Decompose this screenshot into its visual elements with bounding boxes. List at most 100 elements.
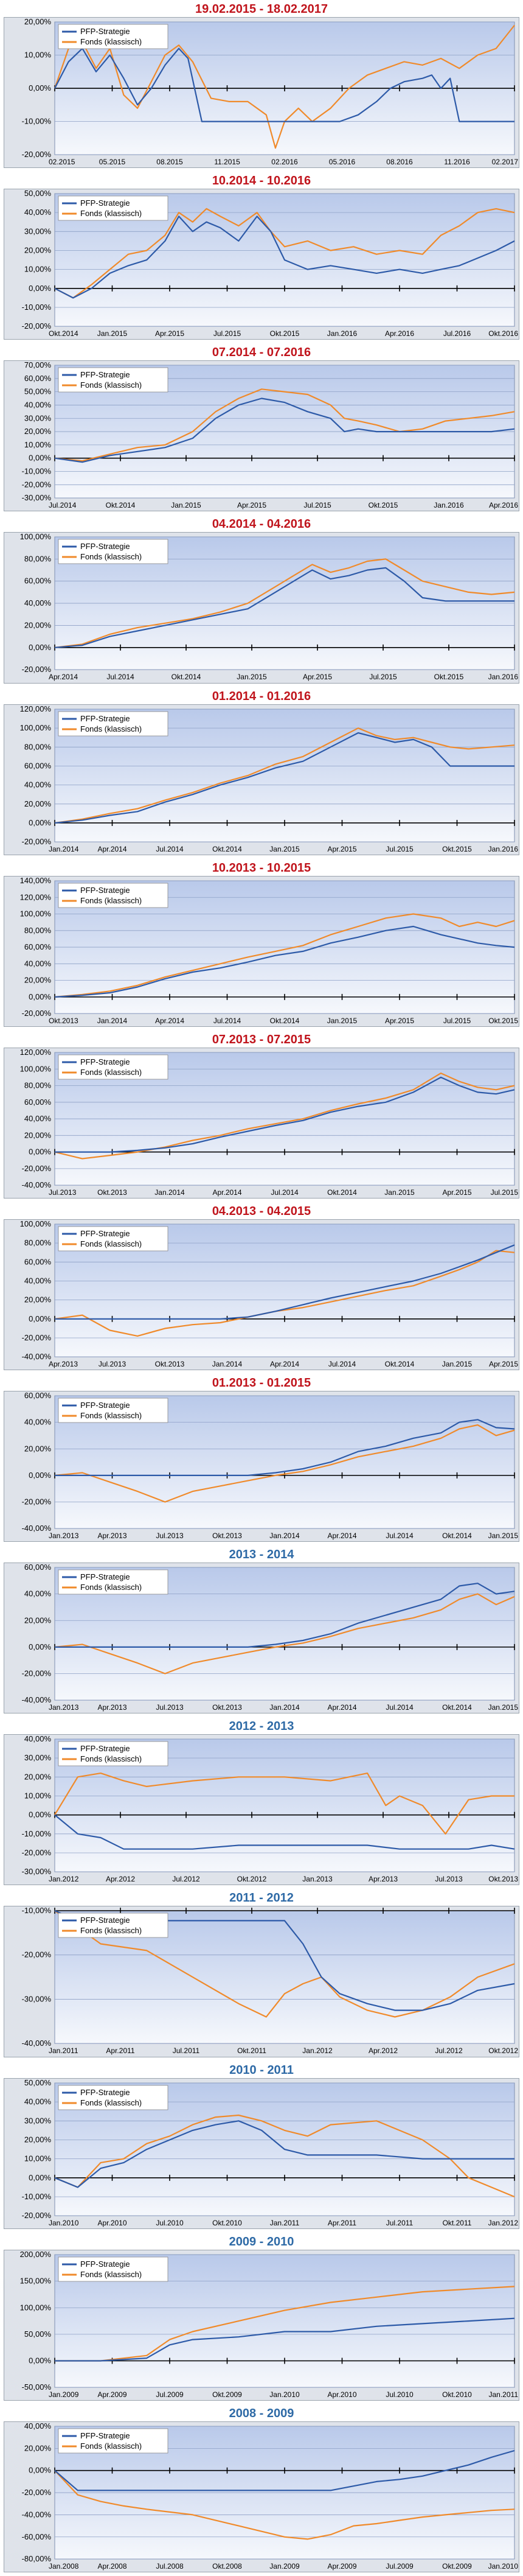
chart-svg: 100,00% 80,00% 60,00% 40,00% 20,00% 0,00% -20,… xyxy=(20,532,519,682)
x-tick-label: 08.2016 xyxy=(386,158,413,166)
x-tick-label: Jan.2015 xyxy=(237,673,267,682)
y-tick-label: 0,00% xyxy=(29,2466,51,2475)
legend-box xyxy=(58,1054,168,1080)
chart-block: 2011 - 2012 -10,00% -20,00% -30,00% -40,00% J… xyxy=(0,1889,523,2060)
y-tick-label: -20,00% xyxy=(22,480,52,489)
y-tick-label: -40,00% xyxy=(22,1180,52,1189)
chart-svg: 70,00% 60,00% 50,00% 40,00% 30,00% 20,00% 10,0… xyxy=(22,360,519,509)
series-line-pfp-strategie xyxy=(54,732,514,824)
x-tick-label: Jul.2015 xyxy=(303,501,331,509)
x-tick-label: Jan.2014 xyxy=(49,845,79,853)
y-tick-label: 20,00% xyxy=(24,621,52,630)
y-tick-label: 100,00% xyxy=(20,723,52,732)
y-tick-label: -40,00% xyxy=(22,2510,52,2519)
x-tick-label: Jan.2015 xyxy=(97,329,128,338)
chart-title: 2012 - 2013 xyxy=(229,1720,294,1734)
legend-box xyxy=(58,2085,168,2110)
x-tick-label: 02.2016 xyxy=(271,158,298,166)
x-tick-label: Jan.2013 xyxy=(49,1531,79,1540)
x-tick-label: Apr.2013 xyxy=(97,1703,126,1712)
y-tick-label: -40,00% xyxy=(22,2039,52,2048)
x-tick-label: Apr.2015 xyxy=(442,1188,471,1197)
y-tick-label: 0,00% xyxy=(29,1810,51,1819)
x-tick-label: 11.2015 xyxy=(214,158,240,166)
x-tick-label: Apr.2011 xyxy=(106,2047,134,2056)
chart-title: 01.2013 - 01.2015 xyxy=(212,1376,311,1390)
y-tick-label: 0,00% xyxy=(29,2172,51,2182)
x-tick-label: 02.2017 xyxy=(492,158,519,166)
legend-box xyxy=(58,2428,168,2454)
series-line-fonds xyxy=(54,1424,515,1503)
chart-block: 04.2014 - 04.2016 100,00% 80,00% 60,00% 40,0… xyxy=(0,515,523,687)
chart-panel: 40,00% 30,00% 20,00% 10,00% 0,00% -10,00% -20,… xyxy=(4,1734,519,1886)
y-tick-label: 0,00% xyxy=(29,83,51,93)
x-tick-label: Okt.2013 xyxy=(212,1703,242,1712)
chart-panel: 40,00% 20,00% 0,00% -20,00% -40,00% -60,00% -8… xyxy=(4,2421,519,2572)
x-tick-label: Jul.2014 xyxy=(386,1531,414,1540)
y-tick-label: -20,00% xyxy=(22,1950,52,1959)
x-tick-label: Okt.2014 xyxy=(270,1017,300,1025)
x-tick-label: Okt.2010 xyxy=(442,2390,472,2399)
legend-box xyxy=(58,1913,168,1938)
chart-block: 2012 - 2013 40,00% 30,00% 20,00% 10,00% 0,00%… xyxy=(0,1717,523,1889)
chart-title: 07.2014 - 07.2016 xyxy=(212,346,311,360)
x-tick-label: Okt.2014 xyxy=(442,1703,472,1712)
legend-label-fonds: Fonds (klassisch) xyxy=(80,896,142,905)
y-tick-label: 120,00% xyxy=(20,892,52,901)
x-tick-label: 11.2016 xyxy=(444,158,470,166)
x-tick-label: Jan.2015 xyxy=(488,1531,519,1540)
x-tick-label: Jul.2016 xyxy=(443,329,471,338)
y-tick-label: -50,00% xyxy=(22,2382,52,2392)
chart-panel: 100,00% 80,00% 60,00% 40,00% 20,00% 0,00% -20,… xyxy=(4,1219,519,1371)
x-tick-label: Jul.2014 xyxy=(156,845,184,853)
chart-block: 10.2014 - 10.2016 50,00% 40,00% 30,00% 20,00… xyxy=(0,172,523,343)
x-tick-label: Apr.2015 xyxy=(237,501,266,509)
x-tick-label: Okt.2014 xyxy=(106,501,136,509)
x-tick-label: Okt.2013 xyxy=(49,1017,78,1025)
series-line-pfp-strategie xyxy=(54,925,515,998)
legend-label-pfp: PFP-Strategie xyxy=(80,714,130,723)
chart-svg: 60,00%40,00%20,00%0,00%-20,00%-40,00%Jan… xyxy=(22,1391,519,1540)
legend-label-pfp: PFP-Strategie xyxy=(80,1744,130,1753)
x-tick-label: Apr.2014 xyxy=(327,1703,356,1712)
chart-svg: 40,00% 30,00% 20,00% 10,00% 0,00% -10,00% -20,… xyxy=(22,1734,519,1883)
series-line-pfp-strategie xyxy=(55,1076,515,1153)
y-tick-label: 20,00% xyxy=(24,1615,52,1625)
chart-svg: 50,00% 40,00% 30,00% 20,00% 10,00% 0,00% -10,0… xyxy=(22,2078,519,2227)
y-tick-label: 50,00% xyxy=(24,2329,52,2339)
legend-label-pfp: PFP-Strategie xyxy=(80,542,130,551)
x-tick-label: Okt.2012 xyxy=(237,1875,267,1883)
x-tick-label: Jul.2015 xyxy=(369,673,397,682)
x-tick-label: Apr.2015 xyxy=(155,329,184,338)
y-tick-label: -60,00% xyxy=(22,2532,52,2541)
series-line-pfp-strategie xyxy=(55,1583,515,1648)
series-line-fonds xyxy=(54,24,515,149)
y-tick-label: 100,00% xyxy=(20,909,52,918)
x-tick-label: Jan.2011 xyxy=(270,2219,300,2227)
legend-label-pfp: PFP-Strategie xyxy=(80,2259,130,2269)
y-tick-label: -20,00% xyxy=(22,2488,52,2497)
legend-label-fonds: Fonds (klassisch) xyxy=(80,552,142,561)
legend-label-pfp: PFP-Strategie xyxy=(80,2088,130,2097)
legend-box xyxy=(58,539,168,564)
y-tick-label: -20,00% xyxy=(22,1497,52,1507)
x-tick-label: Jul.2014 xyxy=(386,1703,414,1712)
legend-box xyxy=(58,2256,168,2282)
x-tick-label: Jan.2014 xyxy=(97,1017,128,1025)
x-tick-label: Apr.2011 xyxy=(328,2219,356,2227)
x-tick-label: Okt.2014 xyxy=(212,845,242,853)
chart-svg: 120,00% 100,00% 80,00% 60,00% 40,00% 20,00% 0,… xyxy=(20,1048,519,1197)
legend-label-pfp: PFP-Strategie xyxy=(80,1572,130,1581)
y-tick-label: 100,00% xyxy=(20,1064,52,1073)
y-tick-label: 0,00% xyxy=(29,2356,51,2365)
y-tick-label: -30,00% xyxy=(22,1867,52,1876)
y-tick-label: 0,00% xyxy=(29,284,51,293)
y-tick-label: 20,00% xyxy=(24,1295,52,1304)
